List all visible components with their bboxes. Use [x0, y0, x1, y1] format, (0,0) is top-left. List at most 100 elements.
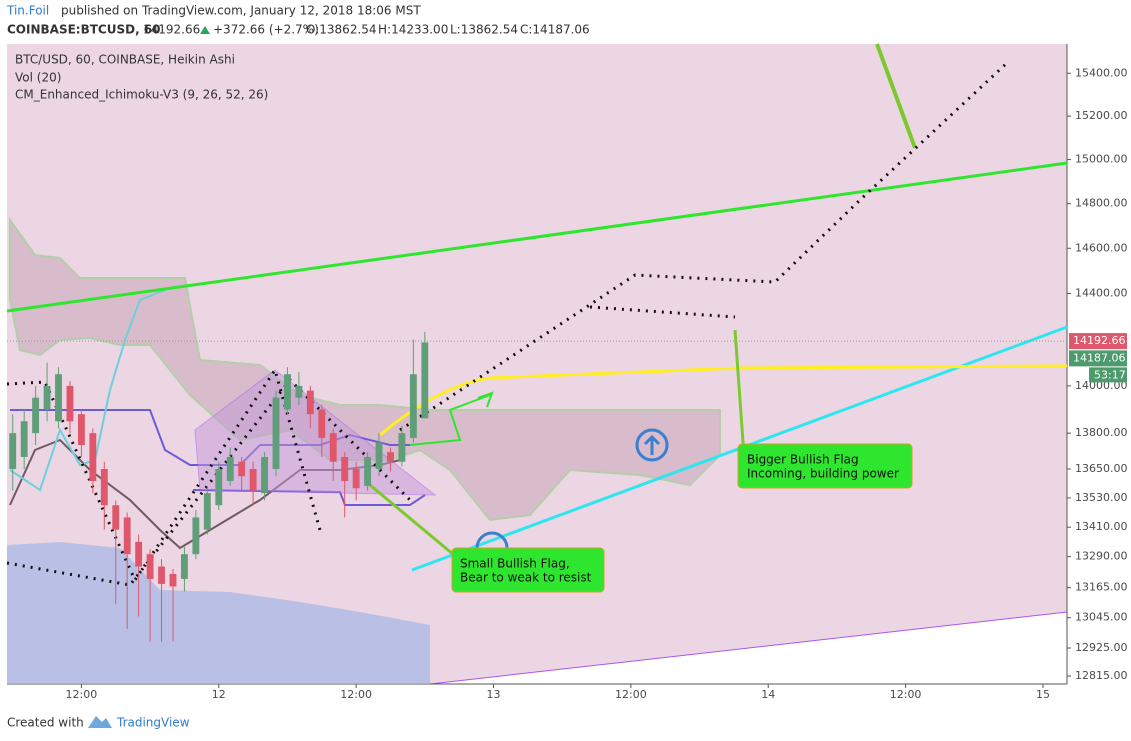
candle-body: [135, 541, 143, 567]
candle-body: [341, 456, 349, 482]
y-tick-label: 13045.00: [1075, 611, 1128, 624]
candle-body: [32, 397, 40, 434]
x-tick-label: 12:00: [615, 688, 647, 701]
legend-item: Vol (20): [15, 71, 61, 85]
x-tick-label: 12:00: [340, 688, 372, 701]
last-price-tag: [1069, 333, 1127, 350]
annotation-box: [737, 443, 913, 489]
candle-body: [89, 433, 97, 482]
candle-body: [180, 554, 188, 579]
candle-body: [318, 409, 326, 438]
green-arrows: [409, 394, 491, 446]
annotation-text: Bigger Bullish Flag: [747, 453, 859, 467]
close-price-tag: [1069, 350, 1127, 367]
candle-body: [192, 517, 200, 555]
annotation-text: Bear to weak to resist: [460, 571, 592, 585]
candle-body: [329, 433, 337, 462]
countdown: 53:17: [1094, 368, 1126, 381]
candle-body: [306, 390, 314, 415]
y-tick-label: 15400.00: [1075, 66, 1128, 79]
symbol: COINBASE:BTCUSD, 60: [7, 23, 161, 37]
candle-body: [146, 554, 154, 579]
dotted-projection: [589, 305, 736, 319]
published: published on TradingView.com, January 12…: [61, 4, 421, 18]
x-tick-label: 12: [212, 688, 226, 701]
candle-body: [55, 374, 62, 422]
candle-body: [20, 421, 28, 457]
y-tick-label: 13410.00: [1075, 520, 1128, 533]
x-tick-label: 12:00: [890, 688, 922, 701]
y-tick-label: 14400.00: [1075, 287, 1128, 300]
candle-body: [387, 452, 394, 462]
candle-body: [409, 374, 417, 438]
candle-body: [249, 468, 257, 491]
y-tick-label: 13800.00: [1075, 426, 1128, 439]
signal-icon: [635, 428, 669, 462]
yellow-line: [379, 364, 1068, 437]
candle-body: [398, 433, 406, 462]
y-tick-label: 15000.00: [1075, 153, 1128, 166]
marks: 15400.00 15200.00 15000.00 14800.00 14600.00…: [7, 66, 1128, 701]
tv-logo: [88, 716, 112, 728]
y-tick-label: 12815.00: [1075, 669, 1128, 682]
candle-body: [169, 573, 177, 587]
y-tick-label: 13530.00: [1075, 491, 1128, 504]
last-price-label: 14192.66: [1073, 334, 1126, 347]
candle-body: [100, 468, 108, 506]
annotation-text: Small Bullish Flag,: [460, 557, 570, 571]
y-tick-label: 12925.00: [1075, 641, 1128, 654]
y-tick-label: 15200.00: [1075, 109, 1128, 122]
candle-body: [295, 385, 303, 398]
y-tick-label: 13165.00: [1075, 581, 1128, 594]
green-arrow: [875, 43, 917, 149]
candle-body: [77, 414, 85, 446]
change: +372.66 (+2.7%): [213, 23, 319, 37]
candle-body: [375, 442, 383, 469]
ohlc: O:13862.54: [306, 23, 377, 37]
legend-item: CM_Enhanced_Ichimoku-V3 (9, 26, 52, 26): [15, 88, 268, 102]
candle-body: [226, 456, 234, 482]
x-tick-label: 13: [487, 688, 501, 701]
x-tick-label: 15: [1036, 688, 1050, 701]
candle-body: [112, 505, 120, 530]
ichimoku-cloud: [9, 216, 721, 522]
ohlc: H:14233.00: [378, 23, 448, 37]
candle-body: [66, 385, 74, 422]
candle-body: [261, 456, 268, 494]
candle-body: [123, 517, 131, 555]
signal-arrow: [643, 434, 661, 455]
candle-body: [215, 468, 223, 506]
y-tick-label: 13290.00: [1075, 550, 1128, 563]
candle-body: [364, 456, 372, 486]
ohlc: L:13862.54: [450, 23, 518, 37]
x-tick-label: 14: [761, 688, 775, 701]
dotted-path: [6, 366, 322, 584]
ohlc: C:14187.06: [520, 23, 590, 37]
y-tick-label: 13650.00: [1075, 462, 1128, 475]
y-tick-label: 14600.00: [1075, 241, 1128, 254]
candle-body: [284, 374, 291, 410]
candle-body: [158, 566, 165, 584]
author[interactable]: Tin.Foil: [6, 4, 49, 18]
chart-title: BTC/USD, 60, COINBASE, Heikin Ashi: [15, 53, 235, 67]
close-price-label: 14187.06: [1073, 351, 1126, 364]
up-arrow: [200, 26, 210, 34]
last: 14192.66: [143, 23, 200, 37]
candle-body: [43, 385, 51, 410]
candle-body: [9, 433, 17, 469]
annotation-text: Incoming, building power: [747, 467, 899, 481]
candle-body: [238, 461, 246, 477]
green-trendline: [6, 161, 1068, 313]
candle-body: [272, 397, 280, 469]
annotation-box: [451, 547, 605, 593]
purple-trendline: [429, 611, 1068, 685]
x-tick-label: 12:00: [66, 688, 98, 701]
candle-body: [421, 342, 429, 419]
arrow-head: [477, 391, 494, 408]
volume-area: [7, 542, 430, 684]
candle-body: [352, 468, 360, 489]
footer: Created with: [7, 716, 84, 730]
footer-brand[interactable]: TradingView: [116, 716, 190, 730]
